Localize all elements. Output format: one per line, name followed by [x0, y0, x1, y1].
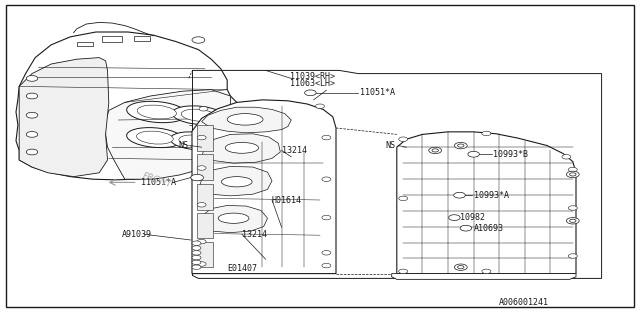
- Polygon shape: [16, 32, 246, 180]
- FancyBboxPatch shape: [197, 242, 213, 267]
- Ellipse shape: [137, 105, 177, 119]
- Circle shape: [197, 239, 206, 244]
- Polygon shape: [19, 58, 109, 177]
- Text: 11051*A: 11051*A: [360, 88, 395, 97]
- Circle shape: [26, 132, 38, 137]
- Circle shape: [322, 263, 331, 268]
- Circle shape: [460, 225, 472, 231]
- Polygon shape: [392, 274, 576, 279]
- Ellipse shape: [136, 131, 173, 144]
- Circle shape: [305, 90, 316, 96]
- Ellipse shape: [172, 106, 225, 124]
- Text: NS: NS: [178, 141, 188, 150]
- Circle shape: [432, 149, 438, 152]
- Circle shape: [566, 171, 579, 178]
- Circle shape: [192, 265, 201, 269]
- Circle shape: [192, 246, 201, 250]
- Circle shape: [568, 167, 577, 172]
- Circle shape: [197, 135, 206, 140]
- Ellipse shape: [127, 101, 187, 123]
- Circle shape: [454, 264, 467, 270]
- Circle shape: [199, 107, 208, 111]
- Text: 10982: 10982: [460, 213, 484, 222]
- Circle shape: [454, 142, 467, 149]
- Ellipse shape: [221, 177, 252, 187]
- Circle shape: [197, 262, 206, 266]
- Text: E01407: E01407: [227, 264, 257, 273]
- Circle shape: [568, 254, 577, 258]
- Circle shape: [570, 219, 576, 222]
- Text: 13214: 13214: [242, 230, 267, 239]
- Text: 10993*B: 10993*B: [493, 150, 528, 159]
- Circle shape: [192, 255, 201, 260]
- FancyBboxPatch shape: [197, 125, 213, 151]
- Circle shape: [566, 218, 579, 224]
- Ellipse shape: [225, 142, 259, 153]
- Ellipse shape: [181, 109, 216, 121]
- Circle shape: [197, 166, 206, 170]
- Circle shape: [399, 269, 408, 274]
- Text: FRONT: FRONT: [141, 172, 173, 190]
- Circle shape: [322, 251, 331, 255]
- Circle shape: [458, 144, 464, 147]
- Polygon shape: [202, 134, 280, 163]
- Polygon shape: [198, 205, 268, 233]
- FancyBboxPatch shape: [102, 36, 122, 42]
- Text: A91039: A91039: [122, 230, 152, 239]
- FancyBboxPatch shape: [197, 154, 213, 180]
- Circle shape: [568, 206, 577, 210]
- Text: 11063<LH>: 11063<LH>: [290, 79, 335, 88]
- Circle shape: [468, 151, 479, 157]
- FancyBboxPatch shape: [134, 36, 150, 41]
- Circle shape: [399, 196, 408, 201]
- FancyBboxPatch shape: [77, 42, 93, 46]
- Circle shape: [322, 215, 331, 220]
- Circle shape: [454, 192, 465, 198]
- Circle shape: [429, 147, 442, 154]
- Circle shape: [197, 203, 206, 207]
- Text: H01614: H01614: [272, 196, 302, 204]
- Polygon shape: [397, 132, 576, 274]
- Circle shape: [449, 215, 460, 220]
- Circle shape: [316, 104, 324, 108]
- Circle shape: [562, 155, 571, 159]
- FancyBboxPatch shape: [197, 213, 213, 238]
- Text: A10693: A10693: [474, 224, 504, 233]
- Circle shape: [26, 76, 38, 81]
- Circle shape: [322, 177, 331, 181]
- Polygon shape: [202, 107, 291, 133]
- Text: 10993*A: 10993*A: [474, 191, 509, 200]
- Circle shape: [192, 241, 201, 245]
- Text: NS: NS: [385, 141, 396, 150]
- Text: A006001241: A006001241: [499, 298, 549, 307]
- Circle shape: [322, 135, 331, 140]
- Circle shape: [570, 173, 576, 176]
- Ellipse shape: [170, 132, 220, 150]
- Circle shape: [192, 37, 205, 43]
- Polygon shape: [192, 100, 336, 274]
- Ellipse shape: [179, 135, 212, 147]
- Circle shape: [191, 174, 204, 181]
- Circle shape: [192, 260, 201, 265]
- Circle shape: [399, 137, 408, 141]
- Ellipse shape: [218, 213, 249, 223]
- Circle shape: [26, 149, 38, 155]
- Text: 13214: 13214: [282, 146, 307, 155]
- Ellipse shape: [227, 114, 263, 125]
- Ellipse shape: [127, 128, 183, 148]
- Circle shape: [26, 112, 38, 118]
- Circle shape: [482, 269, 491, 274]
- Circle shape: [458, 266, 464, 269]
- Circle shape: [482, 131, 491, 136]
- Text: 11039<RH>: 11039<RH>: [290, 72, 335, 81]
- Circle shape: [192, 251, 201, 255]
- Polygon shape: [106, 90, 230, 179]
- Circle shape: [26, 93, 38, 99]
- FancyBboxPatch shape: [197, 184, 213, 210]
- Text: 11051*A: 11051*A: [141, 178, 176, 187]
- Polygon shape: [198, 166, 272, 196]
